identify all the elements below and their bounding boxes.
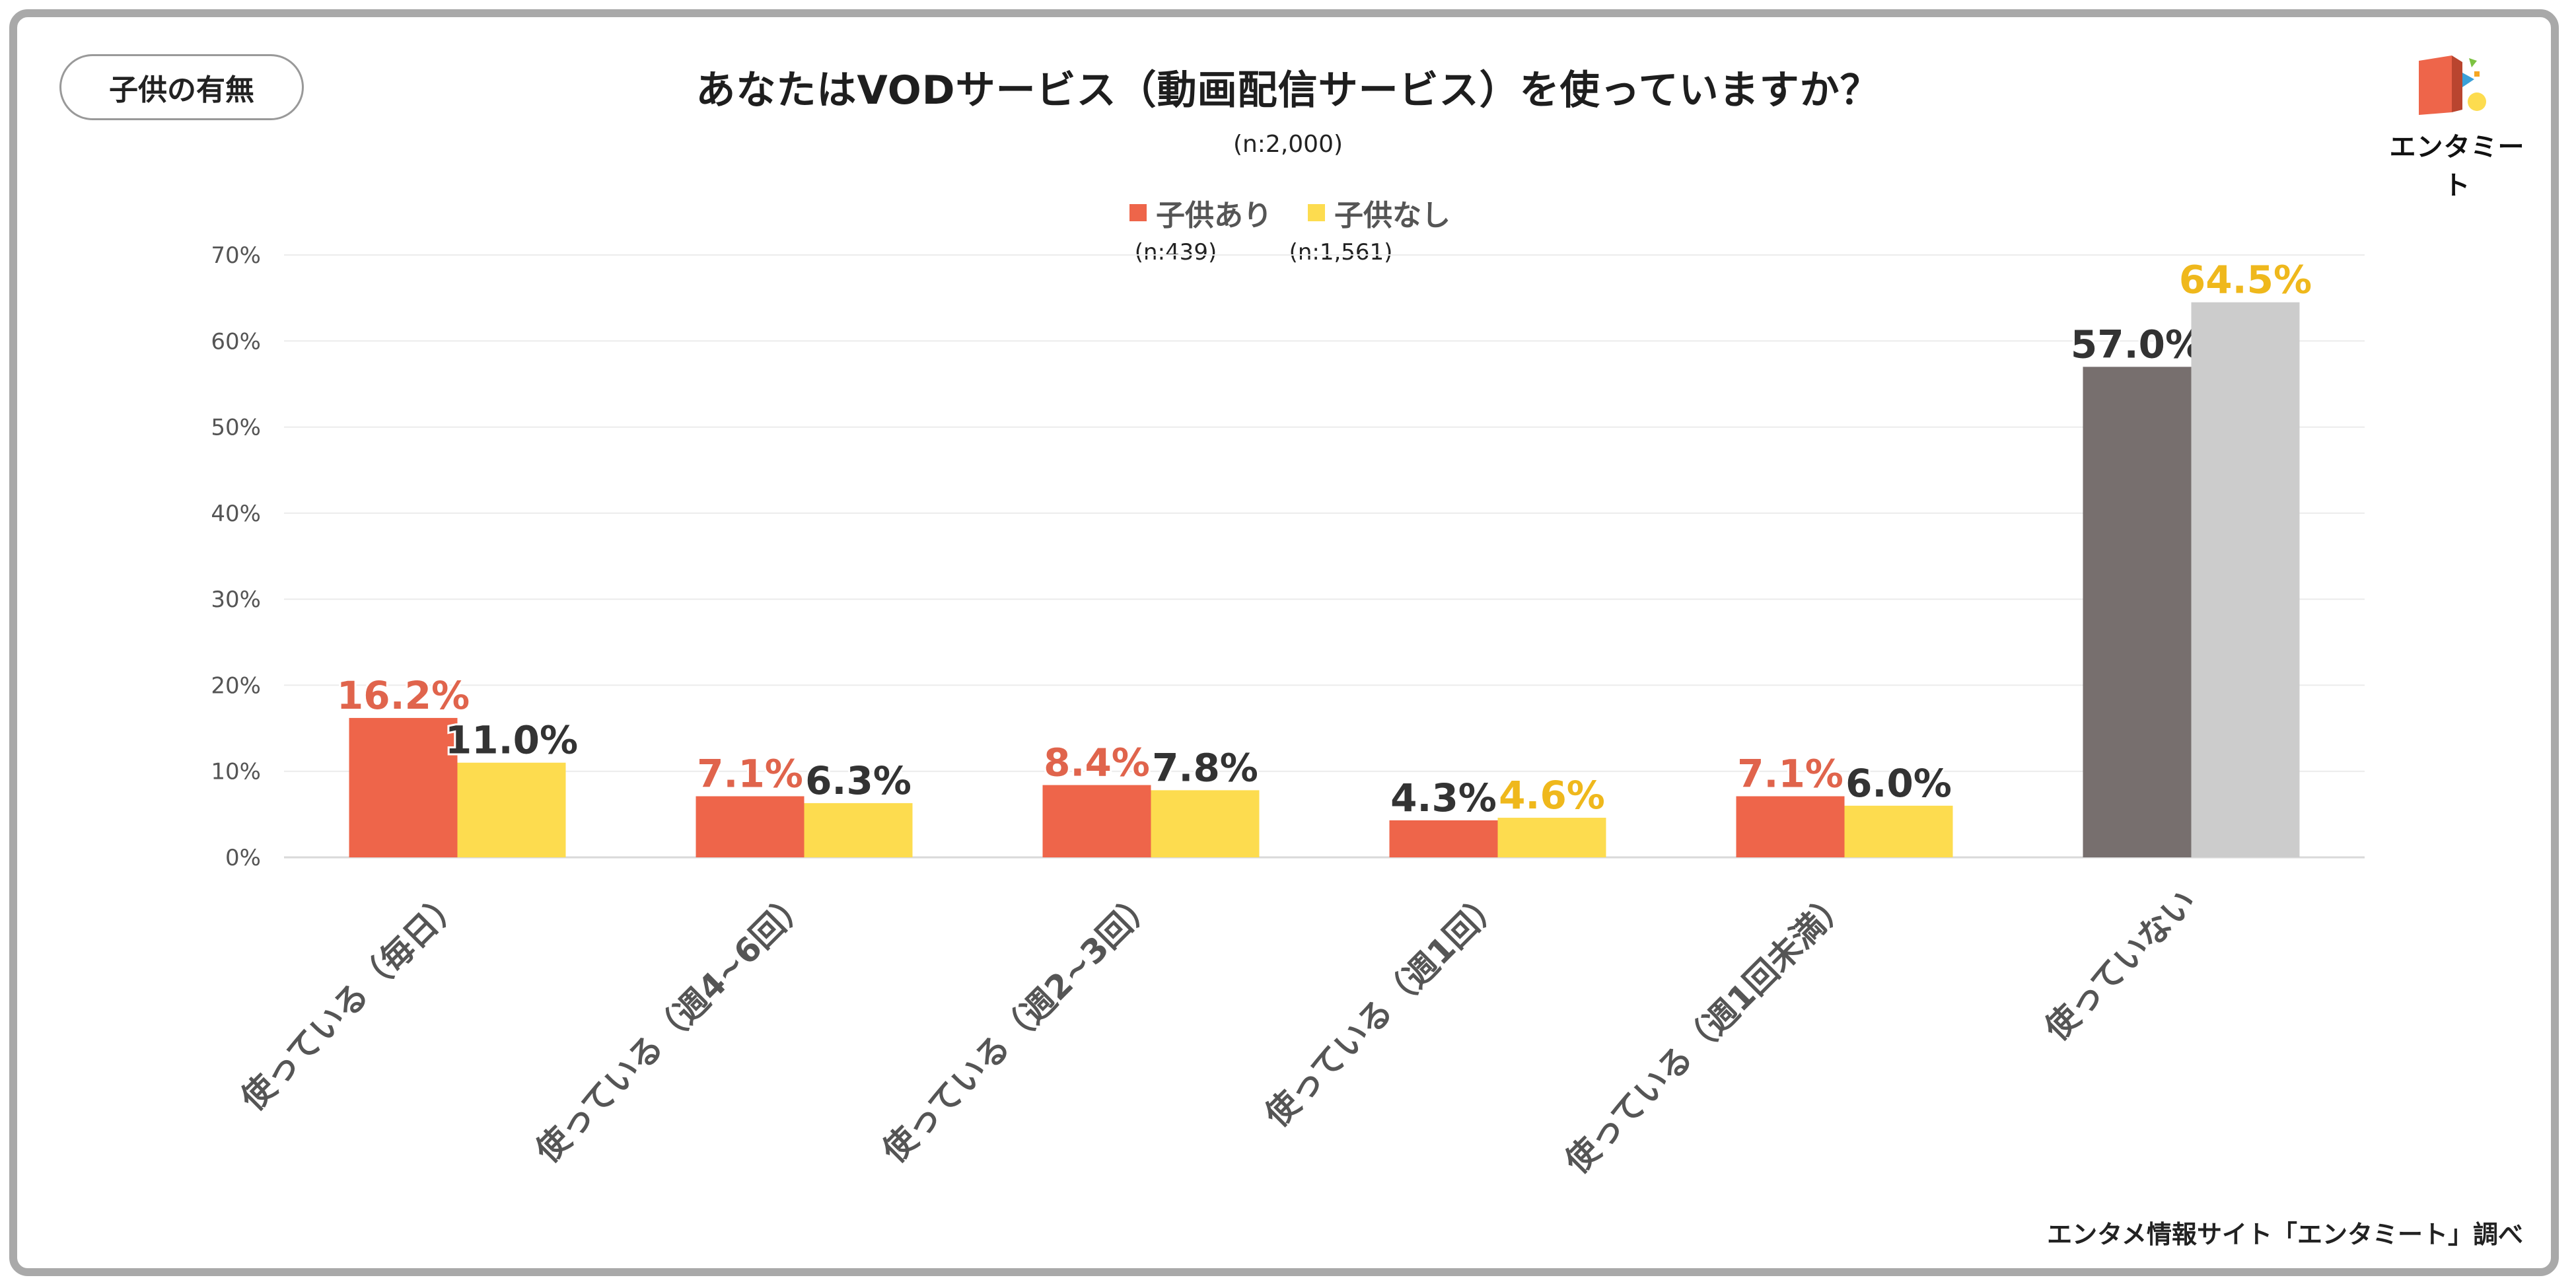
data-label: 4.3% <box>1390 775 1497 820</box>
chart-title: あなたはVODサービス（動画配信サービス）を使っていますか？ <box>696 67 1880 114</box>
y-tick-label: 20% <box>211 672 261 699</box>
data-label: 16.2% <box>337 673 470 718</box>
data-label: 57.0% <box>2071 322 2203 367</box>
x-category-label: 使っていない <box>2038 882 2203 1048</box>
data-label: 7.1% <box>1737 751 1843 796</box>
legend-label: 子供あり <box>1156 199 1272 233</box>
bar <box>1151 790 1260 857</box>
data-label: 7.8% <box>1152 745 1258 790</box>
x-category-label: 使っている（週1回未満） <box>1557 882 1857 1181</box>
legend-n-with-children: (n:439) <box>1134 239 1217 266</box>
bar <box>1844 805 1953 857</box>
bar <box>1389 820 1498 857</box>
chart-subtitle: (n:2,000) <box>1233 131 1343 158</box>
filter-tag: 子供の有無 <box>59 54 304 120</box>
bar <box>349 717 458 857</box>
bar <box>1497 818 1606 857</box>
data-label: 11.0% <box>445 718 578 763</box>
data-label: 6.3% <box>805 758 912 803</box>
x-category-label: 使っている（週1回） <box>1258 882 1510 1134</box>
bar <box>457 762 566 857</box>
y-tick-label: 40% <box>211 501 261 527</box>
y-tick-label: 10% <box>211 759 261 785</box>
x-category-label: 使っている（週2~3回） <box>875 882 1163 1170</box>
data-label: 7.1% <box>697 751 803 796</box>
bar <box>2083 367 2192 857</box>
bar <box>696 796 805 857</box>
y-tick-label: 60% <box>211 328 261 355</box>
legend-swatch-with-children <box>1129 204 1147 221</box>
data-label: 8.4% <box>1044 740 1150 785</box>
data-label: 64.5% <box>2179 258 2312 303</box>
legend-item-without-children: 子供なし <box>1308 192 1450 234</box>
y-tick-label: 50% <box>211 415 261 441</box>
source-note: エンタメ情報サイト「エンタミート」調べ <box>2047 1220 2523 1249</box>
y-tick-label: 0% <box>225 845 261 871</box>
legend-item-with-children: 子供あり <box>1129 192 1272 234</box>
y-tick-label: 30% <box>211 587 261 613</box>
legend-label: 子供なし <box>1334 199 1450 233</box>
y-tick-label: 70% <box>211 242 261 269</box>
bar <box>804 803 913 857</box>
bar <box>1042 785 1151 857</box>
logo-text: エンタミート <box>2389 132 2525 201</box>
legend: 子供あり 子供なし (n:439) (n:1,561) <box>1110 192 1480 271</box>
legend-n-without-children: (n:1,561) <box>1289 239 1393 266</box>
bar <box>2191 302 2300 858</box>
bar <box>1736 796 1845 857</box>
entameet-logo-icon <box>2419 55 2486 115</box>
data-label: 4.6% <box>1499 773 1605 818</box>
legend-swatch-without-children <box>1308 204 1325 221</box>
x-category-label: 使っている（週4~6回） <box>528 882 816 1170</box>
x-category-label: 使っている（毎日） <box>234 882 470 1118</box>
data-label: 6.0% <box>1845 761 1952 806</box>
